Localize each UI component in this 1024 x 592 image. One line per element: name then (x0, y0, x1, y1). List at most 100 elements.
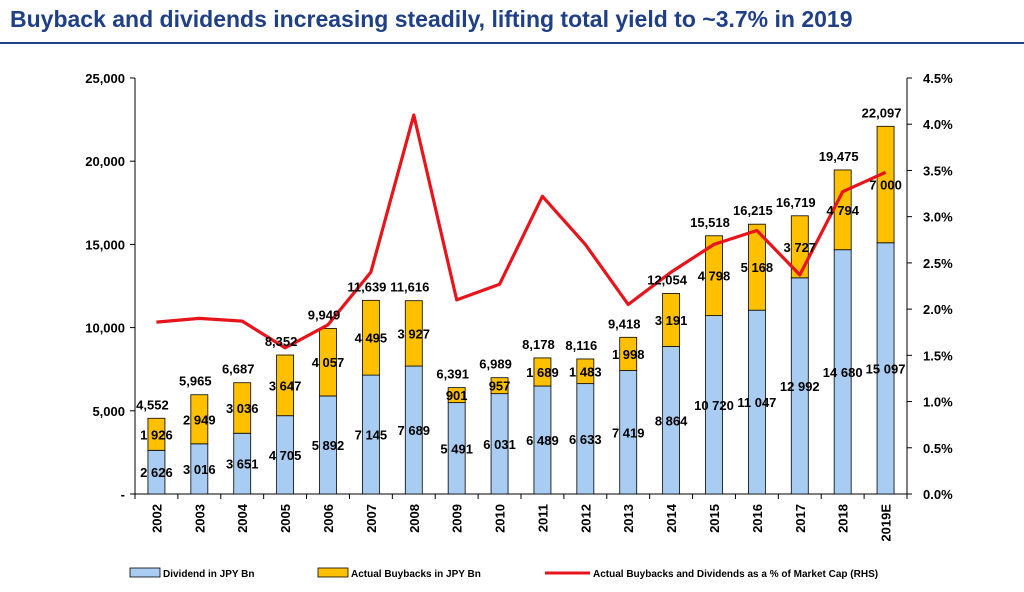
y-left-tick-label: 5,000 (92, 404, 125, 419)
dividend-value-label: 15 097 (866, 361, 906, 376)
buyback-value-label: 3 647 (269, 378, 302, 393)
dividend-value-label: 5 491 (440, 441, 473, 456)
buyback-value-label: 901 (446, 388, 468, 403)
total-value-label: 9,418 (608, 316, 641, 331)
buyback-bar (276, 354, 295, 417)
y-right-tick-label: 0.0% (923, 487, 953, 502)
dividend-value-label: 12 992 (780, 379, 820, 394)
dividend-value-label: 7 689 (398, 423, 431, 438)
x-tick-label: 2013 (621, 504, 636, 533)
dividend-value-label: 4 705 (269, 448, 302, 463)
dividend-value-label: 3 651 (226, 457, 259, 472)
total-value-label: 19,475 (819, 149, 859, 164)
y-right-tick-label: 3.5% (923, 163, 953, 178)
dividend-value-label: 2 626 (140, 465, 173, 480)
x-tick-label: 2012 (578, 504, 593, 533)
buyback-bar (876, 125, 895, 244)
total-value-label: 9,949 (308, 307, 341, 322)
buyback-value-label: 1 483 (569, 364, 602, 379)
legend-line-label: Actual Buybacks and Dividends as a % of … (593, 569, 878, 580)
x-tick-label: 2014 (664, 503, 679, 533)
x-tick-label: 2009 (450, 504, 465, 533)
total-value-label: 8,116 (565, 338, 597, 353)
buyback-bar (190, 394, 209, 445)
buyback-value-label: 4 798 (698, 269, 731, 284)
dividend-value-label: 7 145 (355, 428, 388, 443)
total-value-label: 12,054 (647, 272, 688, 287)
buyback-bar (576, 358, 595, 385)
x-tick-label: 2010 (493, 504, 508, 533)
buyback-value-label: 5 168 (741, 260, 774, 275)
buyback-bar (747, 223, 766, 311)
x-tick-label: 2017 (793, 504, 808, 533)
y-left-tick-label: 25,000 (85, 71, 125, 86)
y-left-tick-label: 20,000 (85, 154, 125, 169)
buyback-value-label: 3 727 (784, 240, 817, 255)
buyback-value-label: 4 794 (826, 203, 859, 218)
dividend-value-label: 6 489 (526, 433, 559, 448)
buyback-value-label: 7 000 (869, 178, 902, 193)
x-tick-label: 2016 (750, 504, 765, 533)
legend-buyback-label: Actual Buybacks in JPY Bn (351, 569, 481, 580)
legend-dividend-swatch (129, 567, 161, 578)
buyback-value-label: 3 927 (398, 326, 431, 341)
buyback-value-label: 957 (489, 379, 511, 394)
buyback-bar (361, 299, 380, 376)
x-tick-label: 2008 (407, 504, 422, 533)
buyback-value-label: 3 191 (655, 313, 688, 328)
y-right-tick-label: 3.0% (923, 210, 953, 225)
y-right-tick-label: 4.0% (923, 117, 953, 132)
market-cap-yield-line (156, 113, 887, 350)
total-value-label: 6,989 (479, 357, 512, 372)
buyback-bar (447, 387, 466, 404)
buyback-value-label: 3 036 (226, 401, 259, 416)
dividend-value-label: 10 720 (694, 398, 734, 413)
x-tick-label: 2007 (364, 504, 379, 533)
legend-buyback-swatch (317, 567, 349, 578)
total-value-label: 5,965 (179, 374, 212, 389)
y-left-tick-label: 10,000 (85, 321, 125, 336)
dividend-value-label: 11 047 (737, 395, 776, 410)
y-right-tick-label: 1.5% (923, 348, 953, 363)
buyback-value-label: 4 495 (355, 331, 388, 346)
x-tick-label: 2018 (836, 504, 851, 533)
x-tick-label: 2002 (149, 504, 164, 533)
x-tick-label: 2015 (707, 504, 722, 533)
buyback-value-label: 2 949 (183, 412, 216, 427)
x-tick-label: 2019E (879, 504, 894, 542)
dividend-value-label: 5 892 (312, 438, 345, 453)
buyback-value-label: 1 926 (140, 427, 173, 442)
y-right-tick-label: 4.5% (923, 71, 953, 86)
x-tick-label: 2006 (321, 504, 336, 533)
total-value-label: 11,616 (390, 280, 429, 295)
buyback-value-label: 1 689 (526, 365, 559, 380)
buyback-bar (705, 235, 723, 317)
buyback-bar (233, 382, 252, 434)
total-value-label: 15,518 (690, 215, 730, 230)
y-right-tick-label: 1.0% (923, 395, 953, 410)
total-value-label: 4,552 (136, 397, 169, 412)
y-right-tick-label: 0.5% (923, 441, 953, 456)
page-title: Buyback and dividends increasing steadil… (10, 6, 853, 32)
dividend-value-label: 7 419 (612, 425, 645, 440)
buyback-bar (662, 293, 681, 347)
buyback-bar (533, 357, 552, 387)
y-left-tick-label: 15,000 (85, 237, 125, 252)
buyback-value-label: 1 998 (612, 347, 645, 362)
total-value-label: 6,687 (222, 362, 255, 377)
x-tick-label: 2004 (235, 503, 250, 533)
total-value-label: 22,097 (862, 105, 902, 120)
dividend-value-label: 8 864 (655, 413, 688, 428)
total-value-label: 8,178 (522, 337, 555, 352)
x-tick-label: 2005 (278, 504, 293, 533)
dividend-value-label: 6 633 (569, 432, 602, 447)
total-value-label: 11,639 (347, 279, 386, 294)
dividend-value-label: 3 016 (183, 462, 216, 477)
x-tick-label: 2011 (535, 504, 550, 532)
y-right-tick-label: 2.5% (923, 256, 953, 271)
total-value-label: 6,391 (436, 367, 469, 382)
total-value-label: 8,352 (265, 334, 298, 349)
buyback-bar (790, 215, 809, 279)
total-value-label: 16,215 (733, 203, 773, 218)
x-tick-label: 2003 (192, 504, 207, 533)
